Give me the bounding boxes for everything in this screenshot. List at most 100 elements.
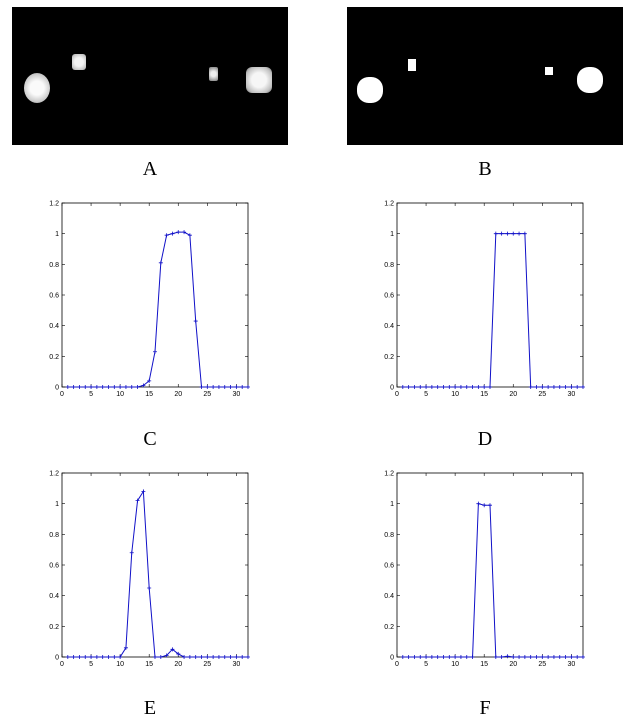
- x-tick-label: 20: [509, 391, 517, 398]
- data-point: [65, 655, 70, 659]
- data-point: [193, 319, 198, 324]
- data-point: [118, 655, 123, 659]
- y-tick-label: 0: [390, 655, 394, 662]
- x-tick-label: 15: [145, 661, 153, 668]
- data-point: [176, 230, 181, 235]
- image-a-grayscale: [12, 7, 288, 145]
- y-tick-label: 0.6: [384, 563, 394, 570]
- data-point: [89, 385, 94, 389]
- y-tick-label: 0: [55, 655, 59, 662]
- data-point: [575, 655, 580, 659]
- blob-tiny: [209, 67, 218, 81]
- data-point: [476, 385, 481, 389]
- y-tick-label: 0.2: [384, 354, 394, 361]
- data-point: [246, 655, 250, 659]
- x-tick-label: 30: [232, 661, 240, 668]
- data-point: [499, 655, 504, 659]
- x-tick-label: 10: [116, 661, 124, 668]
- data-point: [517, 655, 522, 659]
- data-point: [563, 385, 568, 389]
- data-point: [147, 378, 152, 383]
- y-tick-label: 0.8: [384, 262, 394, 269]
- data-point: [187, 233, 192, 238]
- x-tick-label: 0: [60, 661, 64, 668]
- data-point: [482, 503, 487, 508]
- data-point: [441, 655, 446, 659]
- data-point: [234, 655, 239, 659]
- y-tick-label: 1: [390, 501, 394, 508]
- data-point: [441, 385, 446, 389]
- data-point: [240, 385, 245, 389]
- data-point: [147, 586, 152, 590]
- x-tick-label: 20: [174, 661, 182, 668]
- data-point: [406, 385, 411, 389]
- x-tick-label: 15: [480, 661, 488, 668]
- series-line: [402, 503, 583, 658]
- y-tick-label: 0.6: [384, 293, 394, 300]
- data-point: [424, 655, 429, 659]
- data-point: [135, 385, 140, 389]
- data-point: [464, 385, 469, 389]
- y-tick-label: 0.2: [49, 354, 59, 361]
- y-tick-label: 1: [390, 231, 394, 238]
- data-point: [412, 655, 417, 659]
- data-point: [499, 231, 504, 236]
- data-point: [435, 655, 440, 659]
- image-b-binary: [347, 7, 623, 145]
- x-tick-label: 5: [89, 391, 93, 398]
- x-tick-label: 5: [424, 391, 428, 398]
- data-point: [193, 655, 198, 659]
- data-point: [488, 385, 492, 389]
- data-point: [77, 385, 82, 389]
- data-point: [187, 655, 192, 659]
- data-point: [581, 655, 585, 659]
- data-point: [170, 647, 175, 652]
- data-point: [534, 385, 539, 389]
- data-point: [164, 233, 169, 238]
- data-point: [199, 655, 204, 659]
- data-point: [94, 655, 99, 659]
- blob-left: [24, 73, 50, 103]
- y-tick-label: 1.2: [384, 471, 394, 478]
- blob-left: [357, 77, 383, 103]
- data-point: [546, 655, 551, 659]
- data-point: [435, 385, 440, 389]
- plot-e: 0 5 10 15 20 25 30 0 0.2 0.4 0.6 0.8 1 1.2: [49, 471, 250, 668]
- y-tick-label: 0.8: [384, 532, 394, 539]
- data-point: [164, 653, 169, 658]
- x-tick-label: 0: [395, 391, 399, 398]
- data-point: [106, 385, 111, 389]
- data-point: [453, 385, 458, 389]
- y-tick-label: 0.6: [49, 563, 59, 570]
- plot-frame: [396, 472, 584, 658]
- data-point: [153, 349, 157, 354]
- data-point: [400, 655, 405, 659]
- data-point: [135, 498, 140, 503]
- x-tick-label: 5: [89, 661, 93, 668]
- y-tick-label: 0.4: [384, 323, 394, 330]
- data-point: [557, 655, 562, 659]
- data-point: [77, 655, 82, 659]
- data-point: [71, 655, 76, 659]
- caption-e: E: [143, 697, 157, 719]
- data-point: [406, 655, 411, 659]
- x-tick-label: 20: [509, 661, 517, 668]
- y-tick-label: 0.8: [49, 532, 59, 539]
- y-tick-label: 1: [55, 231, 59, 238]
- data-point: [453, 655, 458, 659]
- data-point: [240, 655, 245, 659]
- data-point: [493, 231, 498, 236]
- data-point: [522, 655, 527, 659]
- data-point: [540, 385, 545, 389]
- plot-frame: [396, 202, 584, 388]
- data-point: [158, 655, 163, 659]
- blob-small-top: [408, 59, 416, 71]
- x-tick-label: 25: [538, 661, 546, 668]
- blob-right: [577, 67, 603, 93]
- data-point: [246, 385, 250, 389]
- data-point: [505, 231, 510, 236]
- x-tick-label: 25: [203, 391, 211, 398]
- caption-b: B: [478, 158, 492, 180]
- data-point: [517, 231, 522, 236]
- data-point: [447, 385, 452, 389]
